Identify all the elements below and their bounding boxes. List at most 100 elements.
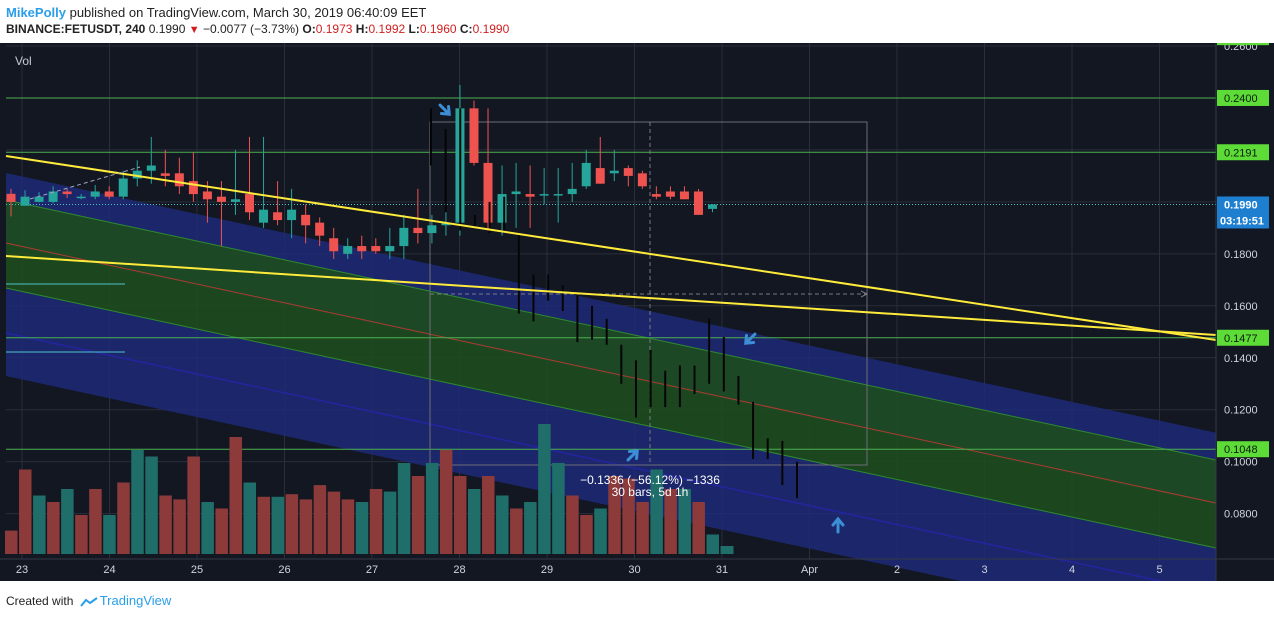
symbol-info: BINANCE:FETUSDT, 240 0.1990 ▼ −0.0077 (−… [6, 22, 509, 36]
measure-label-bars: 30 bars, 5d 1h [612, 485, 689, 499]
down-triangle-icon: ▼ [188, 24, 200, 36]
y-tick-label: 0.1000 [1224, 457, 1258, 469]
volume-bar [425, 463, 439, 554]
candle-body [525, 194, 535, 197]
channel-green-line [5, 287, 1217, 549]
level-label-bg [1217, 441, 1269, 458]
price-scale [1216, 43, 1274, 559]
volume-bar [467, 489, 481, 554]
arrow-shape [831, 516, 845, 534]
level-label-bg [1217, 43, 1269, 46]
trend-line-upper [5, 155, 1217, 341]
volume-bar [131, 450, 144, 554]
candle-body [567, 188, 577, 195]
volume-bar [271, 496, 285, 554]
close-label: C: [459, 22, 473, 36]
support-resistance-levels [6, 97, 1216, 450]
volume-bar [664, 489, 677, 554]
arrow-shape [438, 103, 451, 116]
close-value: 0.1990 [472, 22, 510, 36]
volume-bar [720, 546, 734, 554]
x-tick-label: Apr [801, 564, 818, 576]
candle-body [511, 191, 521, 195]
candle-body [146, 165, 156, 171]
author-name[interactable]: MikePolly [6, 5, 66, 20]
level-label-bg [1217, 89, 1269, 106]
candle-body [160, 173, 170, 176]
volume-bar [580, 515, 593, 554]
x-tick-label: 24 [103, 564, 115, 576]
volume-bar [117, 482, 130, 554]
volume-bar [5, 530, 18, 554]
volume-bar [159, 495, 172, 554]
measure-arrowhead [860, 290, 869, 298]
measure-label-change: −0.1336 (−56.12%) −1336 [580, 473, 720, 487]
volume-bar [75, 515, 88, 554]
volume-bars [5, 424, 734, 554]
tradingview-brand[interactable]: TradingView [99, 593, 172, 608]
volume-bar [19, 469, 32, 554]
candle-body [20, 196, 30, 206]
volume-bar [482, 476, 495, 554]
channel-green-line [5, 199, 1217, 461]
x-axis-labels: 23 24 25 26 27 28 29 30 31 Apr 2 3 4 5 [16, 564, 1163, 576]
candle-body [371, 246, 381, 252]
created-with-text: Created with [6, 594, 74, 608]
volume-bar [411, 476, 425, 554]
volume-bar [61, 489, 74, 554]
channel-lower-line [5, 332, 1164, 581]
arrow-down-right-icon [438, 103, 451, 116]
annotation-arrows [438, 103, 845, 534]
y-tick-label: 0.2600 [1224, 43, 1258, 53]
candle-body [174, 173, 184, 187]
level-label-text: 0.1477 [1224, 333, 1258, 345]
candle-body [441, 222, 451, 226]
volume-bar [229, 437, 242, 554]
candle-body [273, 212, 283, 221]
candle-body [357, 246, 367, 252]
volume-bar [383, 491, 397, 554]
candle-body [315, 222, 325, 236]
arrow-shape [626, 449, 639, 462]
candle-body [385, 246, 395, 252]
candle-body [427, 225, 437, 234]
level-label-text: 0.2400 [1224, 93, 1258, 105]
volume-bar [201, 502, 214, 554]
published-text: published on TradingView.com, March 30, … [69, 5, 427, 20]
candle-body [637, 173, 647, 187]
candle-body [34, 196, 44, 202]
y-tick-label: 0.1800 [1224, 249, 1258, 261]
candle-body [329, 238, 339, 252]
candle-body [202, 191, 212, 200]
x-tick-label: 31 [716, 564, 728, 576]
x-tick-label: 28 [453, 564, 465, 576]
regression-channel [5, 173, 1217, 581]
x-tick-label: 29 [541, 564, 553, 576]
volume-bar [187, 456, 200, 554]
candle-body [132, 170, 142, 179]
candle-body [343, 246, 353, 254]
channel-inner-band [6, 200, 1216, 548]
volume-bar [566, 495, 579, 554]
candle-body [708, 204, 717, 209]
volume-bar [397, 463, 411, 554]
x-tick-label: 2 [894, 564, 900, 576]
volume-bar [594, 508, 607, 554]
low-label: L: [408, 22, 420, 36]
x-tick-label: 26 [278, 564, 290, 576]
high-label: H: [355, 22, 369, 36]
x-tick-label: 4 [1069, 564, 1075, 576]
volume-bar [243, 482, 257, 554]
candle-body [104, 191, 114, 197]
volume-bar [89, 489, 102, 554]
candle-body [693, 191, 703, 215]
trend-line-lower [5, 255, 1217, 336]
level-label-text: 0.1048 [1224, 444, 1258, 456]
candle-body [6, 193, 16, 202]
x-tick-label: 25 [191, 564, 203, 576]
y-tick-label: 0.0800 [1224, 509, 1258, 521]
candle-body [623, 168, 633, 176]
candle-body [216, 196, 226, 202]
candle-body [413, 227, 423, 234]
